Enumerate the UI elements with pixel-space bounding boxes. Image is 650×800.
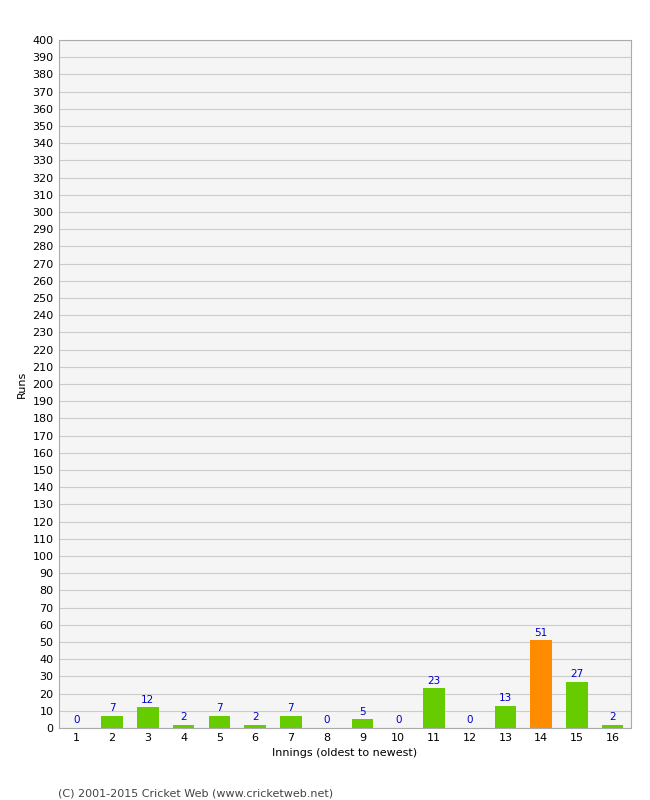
Text: 0: 0 [324, 715, 330, 726]
Text: 12: 12 [141, 694, 155, 705]
Bar [352, 719, 373, 728]
X-axis label: Innings (oldest to newest): Innings (oldest to newest) [272, 749, 417, 758]
Text: (C) 2001-2015 Cricket Web (www.cricketweb.net): (C) 2001-2015 Cricket Web (www.cricketwe… [58, 788, 333, 798]
Bar [602, 725, 623, 728]
Text: 0: 0 [467, 715, 473, 726]
Text: 0: 0 [395, 715, 402, 726]
Bar [137, 707, 159, 728]
Bar [566, 682, 588, 728]
Text: 27: 27 [570, 669, 584, 679]
Bar [173, 725, 194, 728]
Bar [530, 640, 552, 728]
Text: 7: 7 [287, 703, 294, 714]
Text: 2: 2 [609, 712, 616, 722]
Text: 7: 7 [109, 703, 116, 714]
Text: 7: 7 [216, 703, 223, 714]
Text: 2: 2 [252, 712, 259, 722]
Bar [101, 716, 123, 728]
Bar [280, 716, 302, 728]
Text: 2: 2 [180, 712, 187, 722]
Text: 23: 23 [427, 676, 441, 686]
Bar [495, 706, 516, 728]
Y-axis label: Runs: Runs [17, 370, 27, 398]
Text: 0: 0 [73, 715, 79, 726]
Bar [423, 689, 445, 728]
Bar [209, 716, 230, 728]
Bar [244, 725, 266, 728]
Text: 5: 5 [359, 707, 366, 717]
Text: 13: 13 [499, 693, 512, 703]
Text: 51: 51 [534, 628, 548, 638]
